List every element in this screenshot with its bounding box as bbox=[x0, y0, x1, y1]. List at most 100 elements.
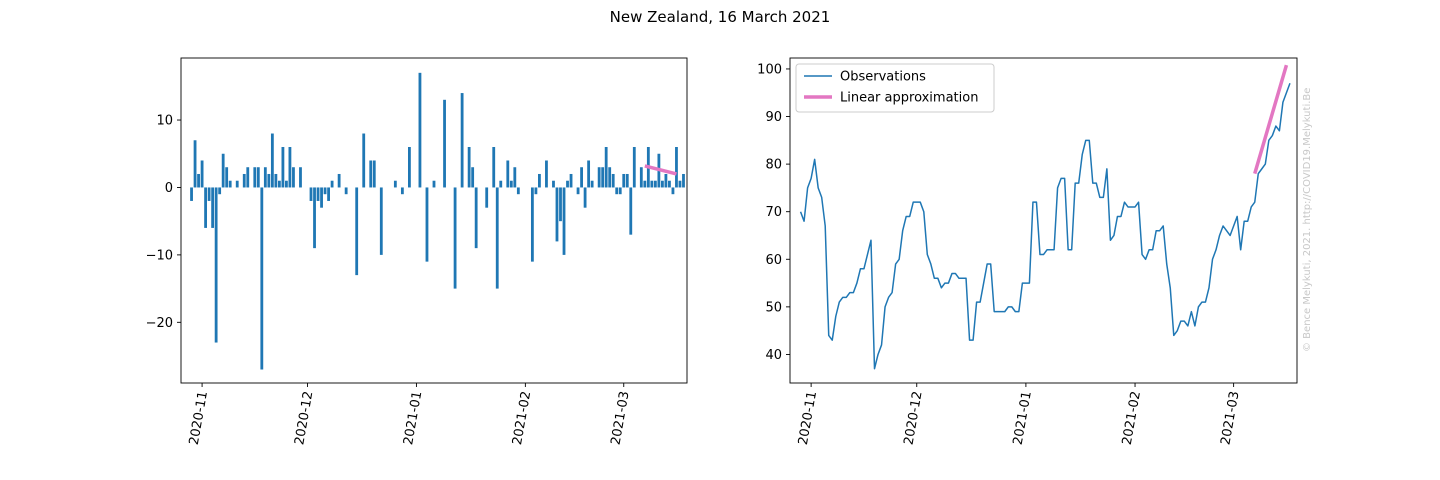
chart-0-x-tick-label: 2020-11 bbox=[187, 390, 211, 446]
chart-0-bar bbox=[474, 187, 478, 249]
chart-1-series-observations bbox=[799, 82, 1291, 370]
chart-0-bar bbox=[495, 187, 499, 289]
chart-0-bar bbox=[675, 147, 678, 188]
chart-0-bar bbox=[393, 180, 397, 188]
chart-0-bar bbox=[460, 93, 464, 188]
chart-1-x-tick-label: 2021-01 bbox=[1011, 390, 1035, 446]
chart-0-bar bbox=[513, 167, 517, 188]
legend: Observations Linear approximation bbox=[795, 63, 995, 113]
legend-label: Observations bbox=[840, 70, 926, 85]
chart-0-bar bbox=[418, 72, 422, 188]
chart-0-x-tick-label: 2021-01 bbox=[401, 390, 425, 446]
chart-0-bar bbox=[661, 180, 664, 188]
chart-0-bar bbox=[309, 187, 313, 201]
chart-0-bar bbox=[288, 147, 292, 188]
chart-1-x-tick-label: 2021-02 bbox=[1120, 390, 1144, 446]
chart-0-bar bbox=[509, 180, 513, 188]
chart-0-bar bbox=[263, 167, 267, 188]
chart-0-bar bbox=[629, 187, 633, 235]
chart-0-bar bbox=[299, 167, 302, 188]
chart-1-y-tick-label: 60 bbox=[765, 253, 782, 268]
chart-0-bar bbox=[323, 187, 327, 195]
chart-0-bar bbox=[601, 167, 605, 188]
chart-0-y-tick-label: −20 bbox=[146, 316, 173, 331]
chart-0-bar bbox=[313, 187, 316, 249]
chart-0-bar bbox=[604, 147, 608, 188]
chart-0-bar bbox=[530, 187, 534, 262]
chart-1-axes-frame bbox=[789, 57, 1298, 384]
chart-0-bar bbox=[214, 187, 218, 343]
chart-0-bar bbox=[256, 167, 260, 188]
chart-0-bar bbox=[277, 180, 281, 188]
chart-0-bar bbox=[330, 180, 334, 188]
chart-0-bar bbox=[207, 187, 211, 201]
chart-0-bar bbox=[292, 167, 295, 188]
chart-0-bar bbox=[316, 187, 320, 201]
chart-0-bar bbox=[400, 187, 404, 195]
chart-0-bar bbox=[566, 180, 569, 188]
chart-0-x-tick-label: 2020-12 bbox=[292, 390, 316, 446]
chart-0-x-tick-label: 2021-03 bbox=[608, 390, 632, 446]
chart-0-bar bbox=[632, 147, 636, 188]
chart-0-bar bbox=[611, 173, 615, 188]
chart-0-bar bbox=[253, 167, 257, 188]
chart-0-bar bbox=[590, 180, 594, 188]
chart-0-bar bbox=[545, 160, 548, 188]
chart-0-fit-line bbox=[644, 164, 677, 176]
chart-0-bar bbox=[344, 187, 348, 195]
chart-1-y-tick-label: 100 bbox=[757, 62, 782, 77]
chart-1-y-tick-label: 80 bbox=[765, 158, 782, 173]
chart-0-bar bbox=[587, 160, 591, 188]
chart-0-bar bbox=[538, 173, 541, 188]
chart-0-bar bbox=[274, 173, 278, 188]
chart-0-bar bbox=[197, 173, 200, 188]
chart-0-bar bbox=[467, 147, 471, 188]
chart-1-y-tick-label: 70 bbox=[765, 205, 782, 220]
chart-0-bar bbox=[650, 180, 654, 188]
chart-0-bar bbox=[408, 147, 411, 188]
chart-0-bar bbox=[643, 180, 647, 188]
chart-0-bar bbox=[242, 173, 246, 188]
chart-0-bar bbox=[653, 180, 657, 188]
chart-0-bar bbox=[583, 187, 587, 208]
chart-0-bar bbox=[260, 187, 264, 370]
chart-1-y-tick-label: 90 bbox=[765, 110, 782, 125]
chart-0-bar bbox=[337, 173, 341, 188]
chart-0-bar bbox=[485, 187, 489, 208]
chart-0-bar bbox=[664, 173, 668, 188]
chart-0-bar bbox=[204, 187, 207, 228]
chart-0-y-tick-label: 0 bbox=[165, 181, 173, 196]
chart-0-bar bbox=[281, 147, 285, 188]
chart-0-bar bbox=[453, 187, 457, 289]
chart-0-bar bbox=[615, 187, 619, 195]
chart-0-bar bbox=[270, 133, 274, 188]
chart-0-bar bbox=[443, 99, 446, 188]
chart-0-bar bbox=[499, 180, 503, 188]
chart-0-bar bbox=[580, 167, 583, 188]
chart-0-bar bbox=[193, 140, 197, 188]
chart-0-bar bbox=[471, 167, 475, 188]
chart-0-bar bbox=[555, 187, 559, 242]
chart-0-bar bbox=[625, 173, 629, 188]
chart-0-bar bbox=[569, 173, 573, 188]
bar-chart-daily-change: 10 0 −10 −20 2020-11 2020-12 2021-01 2021-02 202… bbox=[146, 57, 688, 446]
chart-0-axes-frame bbox=[180, 57, 688, 384]
chart-0-bar bbox=[285, 180, 288, 188]
chart-0-bar bbox=[562, 187, 566, 255]
chart-0-bar bbox=[671, 187, 675, 195]
chart-0-bar bbox=[246, 167, 250, 188]
chart-0-bar bbox=[492, 147, 496, 188]
chart-0-bar bbox=[327, 187, 330, 201]
chart-0-bar bbox=[678, 180, 682, 188]
chart-0-bar bbox=[682, 173, 685, 188]
chart-0-bar bbox=[225, 167, 229, 188]
chart-1-x-tick-label: 2020-11 bbox=[796, 390, 820, 446]
chart-0-bar bbox=[320, 187, 323, 208]
chart-0-bar bbox=[576, 187, 580, 195]
chart-0-bar bbox=[506, 160, 510, 188]
chart-0-bar bbox=[379, 187, 383, 255]
chart-0-bar bbox=[369, 160, 373, 188]
chart-0-bar bbox=[200, 160, 204, 188]
legend-frame bbox=[795, 63, 995, 113]
